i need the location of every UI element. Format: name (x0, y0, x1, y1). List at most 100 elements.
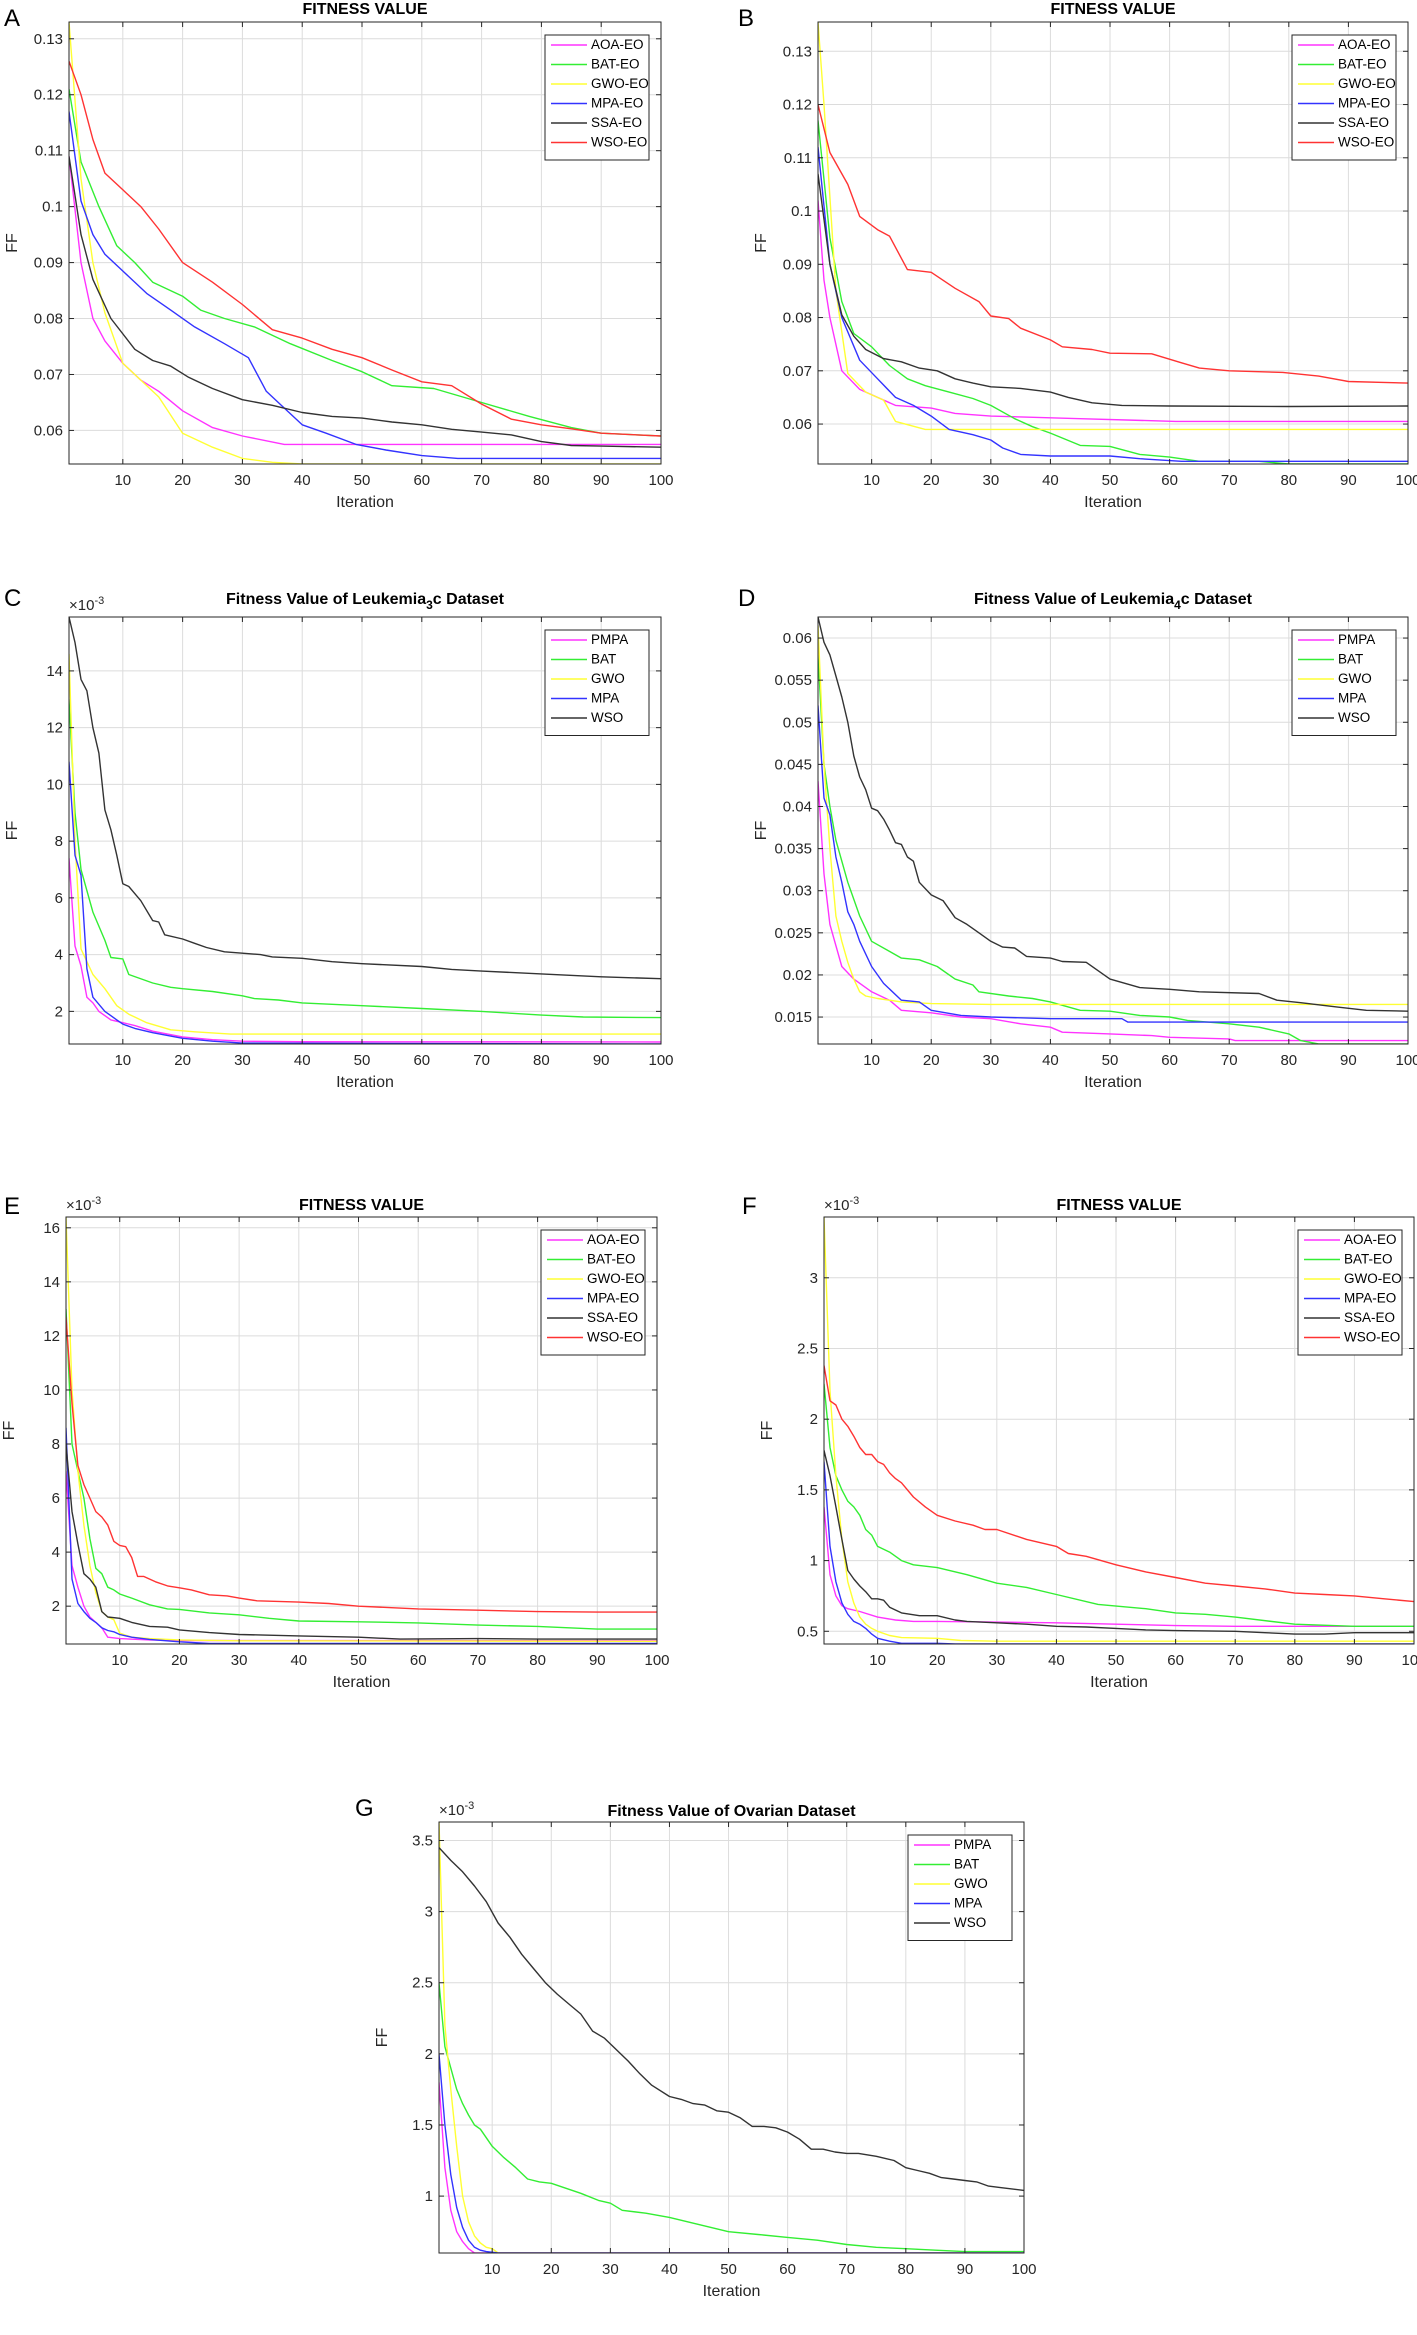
series-line-wso (818, 617, 1408, 1012)
exponent-power: -3 (849, 1195, 859, 1207)
panel-letter: D (738, 585, 755, 612)
legend-label: PMPA (591, 632, 628, 647)
legend-label: AOA-EO (1344, 1232, 1397, 1247)
y-exponent-label: ×10-3 (824, 1195, 859, 1214)
title-main: FITNESS VALUE (299, 1197, 424, 1214)
series-line-gwo-eo (818, 22, 1408, 431)
y-tick-label: 12 (46, 720, 63, 737)
x-tick-label: 40 (1048, 1652, 1065, 1669)
axes-box (817, 616, 1409, 1045)
exponent-base: ×10 (66, 1197, 91, 1214)
axes-box (68, 616, 662, 1045)
series-group (824, 1217, 1414, 1644)
x-tick-label: 50 (720, 2261, 737, 2278)
y-tick-label: 0.1 (42, 199, 63, 216)
x-tick-label: 50 (1108, 1652, 1125, 1669)
chart-title: FITNESS VALUE (1050, 1, 1175, 18)
x-tick-label: 80 (533, 472, 550, 489)
series-line-mpa-eo (824, 1461, 1414, 1644)
y-tick-label: 3 (810, 1270, 818, 1287)
panel-letter: B (738, 5, 754, 32)
series-group (818, 617, 1408, 1044)
series-line-bat-eo (818, 120, 1408, 464)
series-line-bat-eo (66, 1308, 657, 1630)
y-tick-label: 4 (52, 1544, 60, 1561)
title-main: Fitness Value of Leukemia (974, 591, 1174, 608)
x-axis-label: Iteration (703, 2283, 761, 2300)
y-tick-label: 0.06 (783, 416, 812, 433)
title-suffix: c Dataset (433, 591, 505, 608)
x-tick-label: 30 (234, 1052, 251, 1069)
x-axis-label: Iteration (336, 494, 394, 511)
x-tick-label: 40 (1042, 472, 1059, 489)
y-tick-label: 14 (43, 1274, 60, 1291)
x-axis-label: Iteration (1084, 494, 1142, 511)
legend-label: BAT-EO (1338, 57, 1387, 72)
legend-label: GWO-EO (1344, 1271, 1402, 1286)
x-axis-label: Iteration (336, 1074, 394, 1091)
x-tick-label: 30 (982, 472, 999, 489)
y-tick-label: 1 (425, 2188, 433, 2205)
panel-letter: E (4, 1193, 20, 1220)
chart-title: Fitness Value of Leukemia3c Dataset (226, 591, 505, 612)
legend-label: GWO (591, 671, 625, 686)
y-tick-label: 10 (46, 776, 63, 793)
series-group (66, 1217, 657, 1644)
x-tick-label: 70 (473, 1052, 490, 1069)
panel-letter: A (4, 5, 20, 32)
legend: AOA-EO BAT-EO GWO-EO MPA-EO SSA-EO WSO-EO (544, 34, 650, 161)
legend-label: GWO-EO (591, 76, 649, 91)
chart-panel-d: D 10 20 30 40 50 60 70 80 90 100 0.015 0.02 0.025 0.03… (708, 580, 1417, 1140)
chart-panel-c: C 10 20 30 40 50 60 70 80 90 100 2 4 6 8 10 12 14 ×10-3 Fit… (0, 580, 708, 1140)
chart-title: FITNESS VALUE (302, 1, 427, 18)
legend-box (1291, 34, 1397, 161)
series-line-wso-eo (824, 1365, 1414, 1603)
y-tick-label: 8 (52, 1436, 60, 1453)
legend-label: MPA-EO (587, 1291, 639, 1306)
exponent-power: -3 (91, 1195, 101, 1207)
legend-label: SSA-EO (587, 1310, 638, 1325)
x-tick-label: 100 (1395, 1052, 1417, 1069)
y-tick-label: 1.5 (412, 2117, 433, 2134)
legend-label: BAT (1338, 652, 1363, 667)
chart-title: FITNESS VALUE (299, 1197, 424, 1214)
x-tick-label: 10 (869, 1652, 886, 1669)
x-tick-label: 10 (114, 1052, 131, 1069)
x-tick-label: 40 (290, 1652, 307, 1669)
series-group (69, 22, 661, 464)
series-line-bat-eo (69, 88, 661, 437)
chart-b: B 10 20 30 40 50 60 70 80 90 100 0.06 0.07 0.08 0.09 0.… (738, 1, 1417, 511)
x-tick-label: 10 (111, 1652, 128, 1669)
x-tick-label: 60 (413, 1052, 430, 1069)
legend-label: BAT-EO (1344, 1252, 1393, 1267)
legend-label: SSA-EO (1338, 115, 1389, 130)
x-axis-label: Iteration (1090, 1674, 1148, 1691)
x-tick-label: 70 (1221, 1052, 1238, 1069)
legend-label: MPA-EO (1344, 1291, 1396, 1306)
legend-label: WSO-EO (587, 1330, 643, 1345)
y-tick-label: 0.06 (34, 422, 63, 439)
series-line-wso-eo (818, 104, 1408, 384)
title-main: FITNESS VALUE (1050, 1, 1175, 18)
series-line-ssa-eo (66, 1443, 657, 1640)
x-tick-label: 90 (1340, 472, 1357, 489)
legend-label: WSO-EO (1338, 135, 1394, 150)
chart-title: Fitness Value of Ovarian Dataset (607, 1803, 856, 1820)
y-tick-label: 0.07 (34, 366, 63, 383)
x-tick-label: 70 (470, 1652, 487, 1669)
exponent-base: ×10 (439, 1802, 464, 1819)
x-tick-label: 90 (957, 2261, 974, 2278)
x-tick-label: 40 (661, 2261, 678, 2278)
title-subscript: 3 (426, 598, 433, 612)
chart-d: D 10 20 30 40 50 60 70 80 90 100 0.015 0.02 0.025 0.03… (738, 585, 1417, 1091)
legend: AOA-EO BAT-EO GWO-EO MPA-EO SSA-EO WSO-EO (1297, 1229, 1403, 1356)
y-tick-label: 3 (425, 1904, 433, 1921)
legend: PMPA BAT GWO MPA WSO (544, 629, 650, 736)
series-line-mpa (818, 705, 1408, 1023)
series-line-aoa-eo (824, 1506, 1414, 1627)
y-tick-label: 2 (55, 1003, 63, 1020)
x-tick-label: 100 (648, 472, 673, 489)
series-line-bat-eo (824, 1383, 1414, 1627)
y-tick-label: 0.035 (774, 841, 812, 858)
series-line-gwo (69, 653, 661, 1035)
